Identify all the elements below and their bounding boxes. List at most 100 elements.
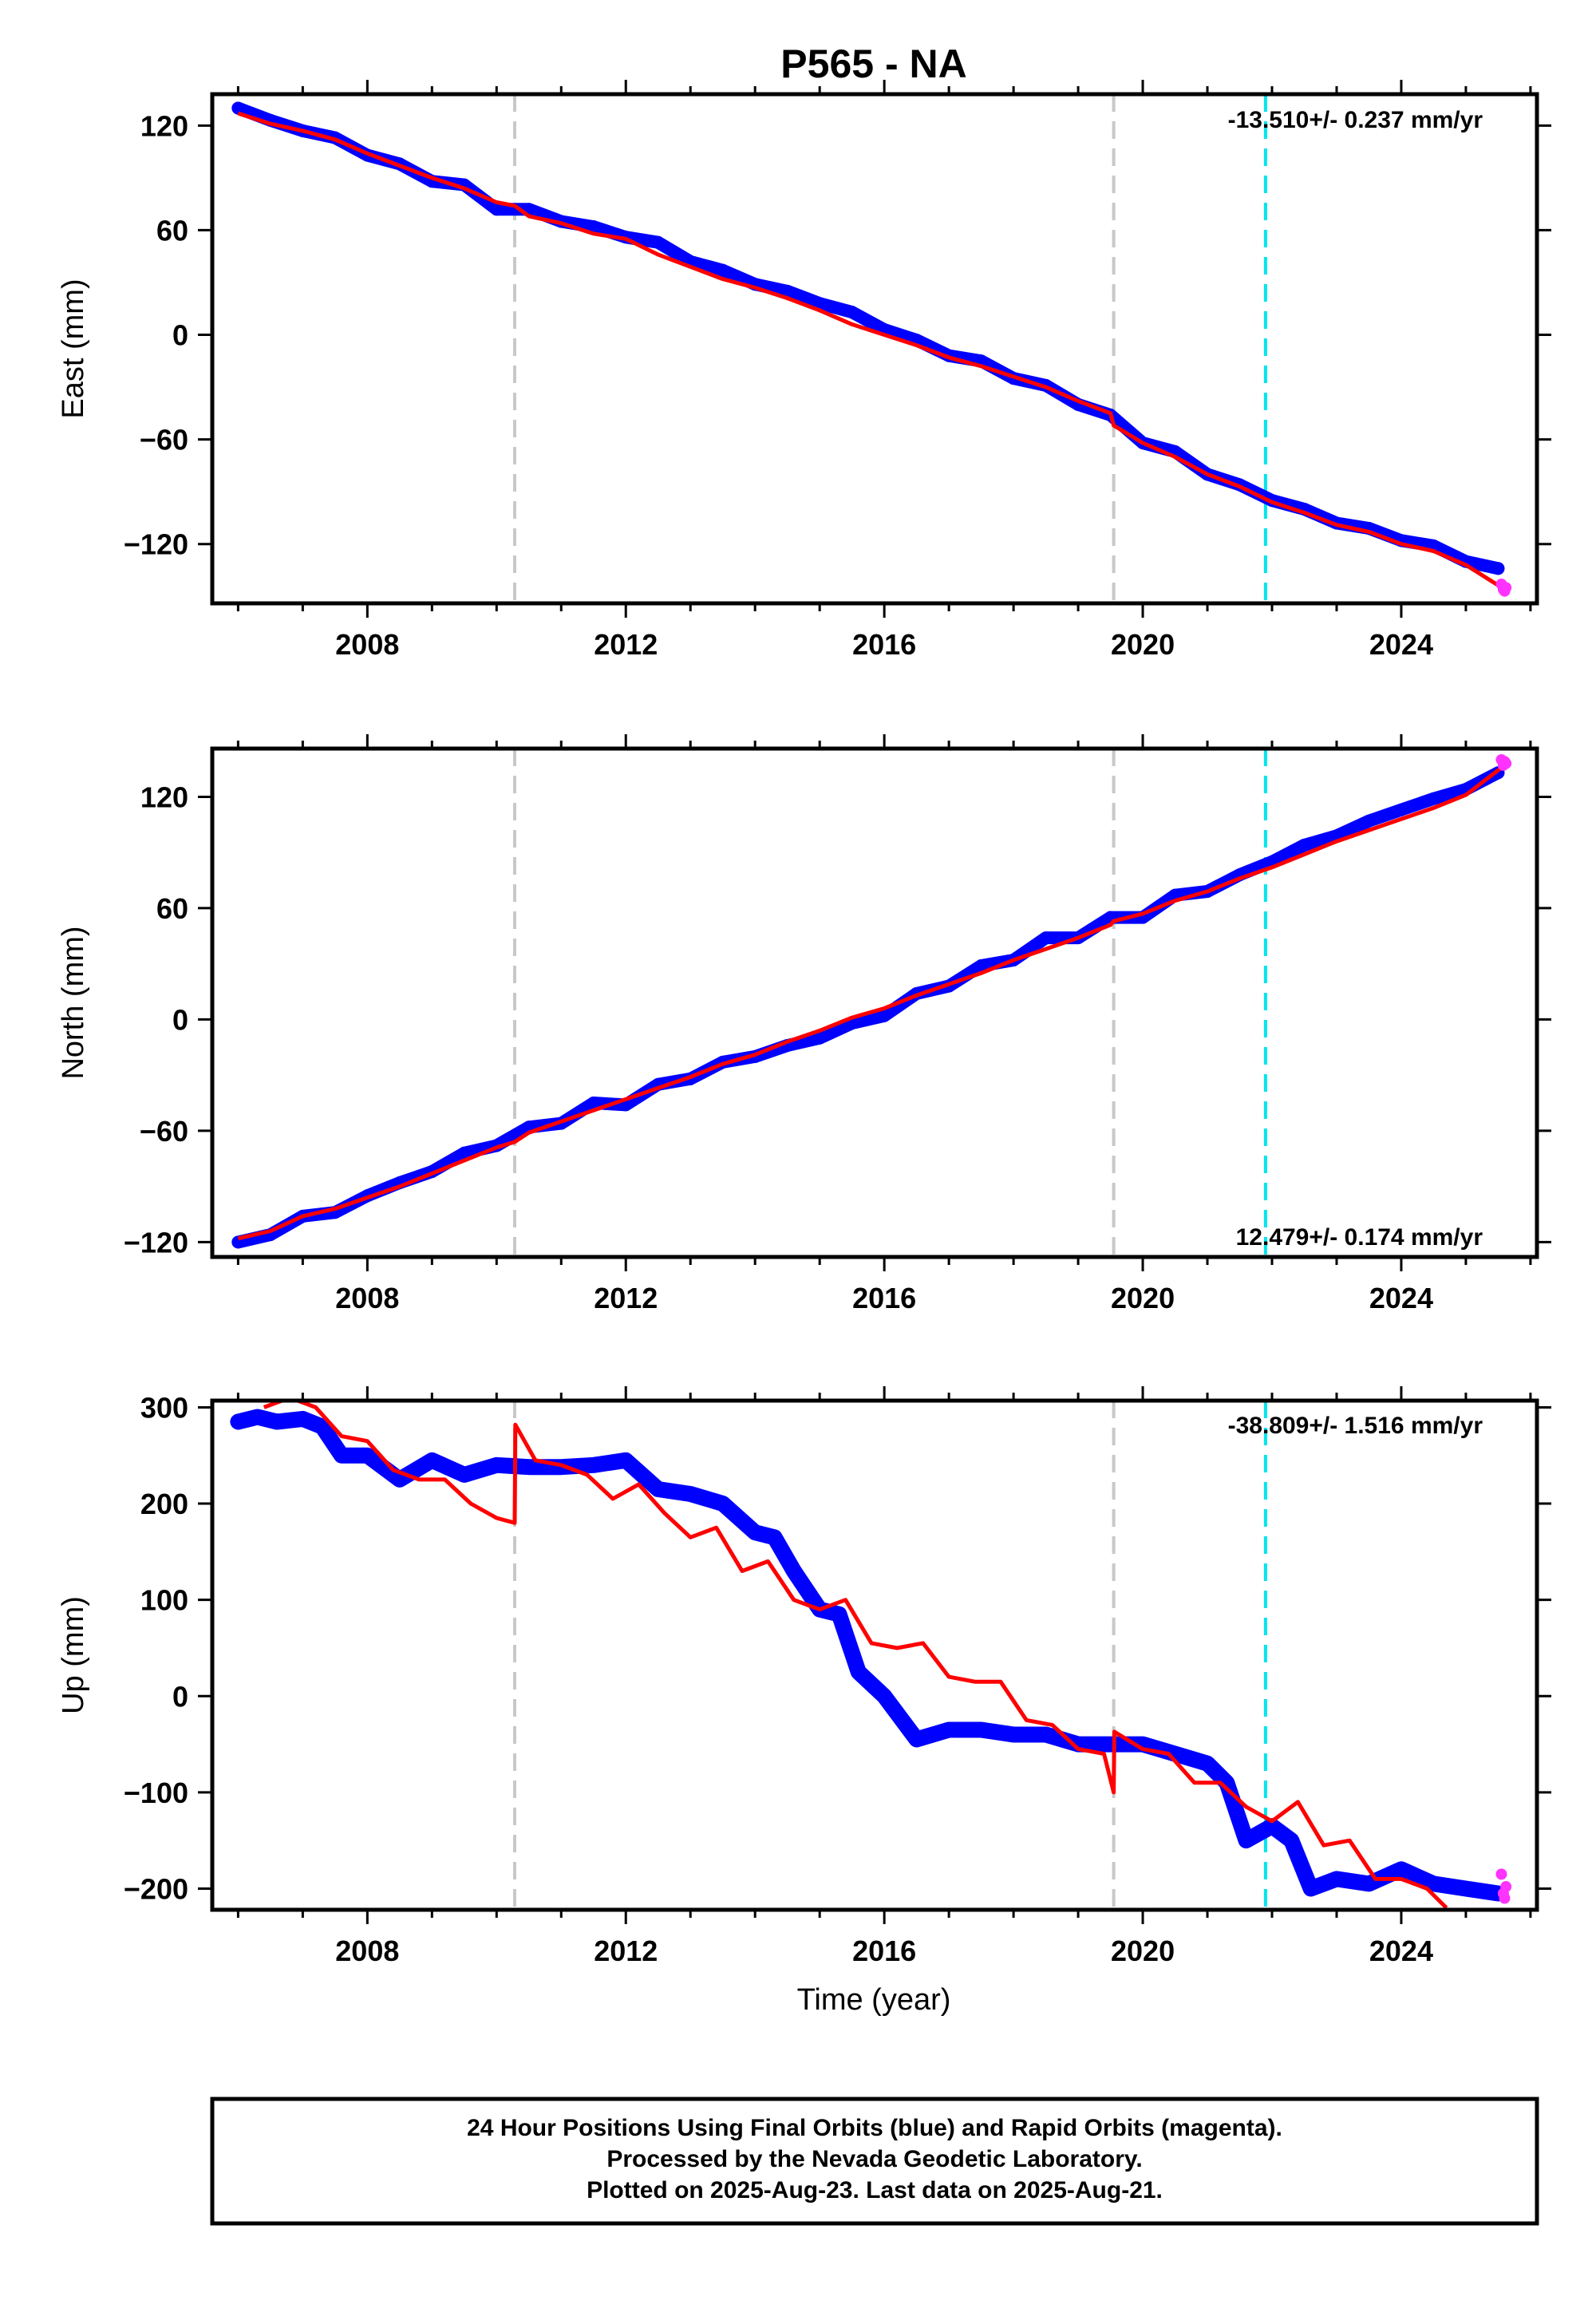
east-final-orbit-point — [587, 220, 600, 234]
up-final-orbit-point — [1459, 1882, 1472, 1895]
up-final-orbit-point — [251, 1410, 264, 1424]
up-final-orbit-point — [768, 1531, 781, 1544]
up-x-tick-label: 2020 — [1111, 1935, 1175, 1967]
north-x-tick-label: 2008 — [335, 1282, 399, 1314]
east-final-orbit-point — [845, 306, 859, 319]
up-final-orbit-point — [296, 1412, 310, 1425]
north-y-tick-label: 60 — [156, 892, 188, 925]
up-panel: 300 200 100 0 −100 −200 2008 2012 2016 2020 2024 Up… — [57, 1386, 1551, 1967]
up-rapid-orbit-point — [1500, 1881, 1512, 1893]
up-rapid-orbit-point — [1499, 1892, 1511, 1904]
up-final-orbit-point — [1039, 1728, 1053, 1741]
up-x-tick-label: 2016 — [852, 1935, 916, 1967]
up-final-orbit-point — [619, 1453, 633, 1467]
north-final-orbit-point — [1394, 803, 1408, 816]
north-x-tick-label: 2024 — [1369, 1282, 1433, 1314]
north-final-orbit-point — [1427, 792, 1440, 805]
up-final-orbit-point — [832, 1607, 846, 1621]
north-y-tick-label: 120 — [140, 781, 188, 813]
north-y-tick-label: −60 — [140, 1115, 188, 1148]
up-final-orbit-point — [231, 1415, 245, 1429]
up-final-orbit-point — [1427, 1877, 1440, 1891]
east-final-orbit-point — [813, 297, 827, 310]
east-x-tick-label: 2020 — [1111, 628, 1175, 661]
up-x-tick-label: 2024 — [1369, 1935, 1433, 1967]
up-final-orbit-point — [651, 1482, 665, 1496]
up-final-orbit-point — [684, 1487, 697, 1500]
east-x-tick-label: 2008 — [335, 628, 399, 661]
up-y-tick-label: 100 — [140, 1584, 188, 1617]
north-final-orbit-point — [974, 959, 988, 973]
east-y-axis-label: East (mm) — [57, 279, 90, 418]
north-final-orbit-point — [1362, 814, 1376, 828]
east-final-orbit-point — [1491, 562, 1505, 575]
up-y-tick-label: 300 — [140, 1391, 188, 1424]
north-x-tick-label: 2020 — [1111, 1282, 1175, 1314]
north-rate-label: 12.479+/- 0.174 mm/yr — [1236, 1224, 1483, 1251]
east-model-fit-line — [237, 111, 1506, 591]
up-final-orbit-point — [851, 1666, 865, 1679]
north-final-orbits-band — [231, 766, 1505, 1249]
up-final-orbit-point — [1394, 1863, 1408, 1876]
east-rate-label: -13.510+/- 0.237 mm/yr — [1228, 107, 1483, 133]
up-y-tick-label: 200 — [140, 1488, 188, 1520]
east-final-orbit-point — [716, 263, 729, 277]
north-x-tick-label: 2016 — [852, 1282, 916, 1314]
north-y-axis-label: North (mm) — [57, 926, 90, 1079]
up-final-orbit-point — [716, 1497, 729, 1511]
east-y-tick-label: −120 — [124, 528, 188, 561]
footer-line-3: Plotted on 2025-Aug-23. Last data on 202… — [587, 2177, 1163, 2203]
up-final-orbit-point — [393, 1472, 406, 1486]
up-x-tick-label: 2008 — [335, 1935, 399, 1967]
up-final-orbit-point — [1304, 1882, 1317, 1895]
east-y-tick-label: 120 — [140, 109, 188, 142]
x-axis-label: Time (year) — [797, 1983, 951, 2017]
up-rapid-orbit-point — [1495, 1868, 1507, 1880]
east-frame — [210, 92, 1539, 606]
up-final-orbit-point — [270, 1415, 283, 1429]
up-final-orbit-point — [425, 1453, 439, 1467]
up-final-orbit-point — [1007, 1728, 1021, 1741]
up-final-orbit-point — [1201, 1757, 1215, 1770]
up-y-tick-label: 0 — [172, 1680, 188, 1713]
east-plot-area — [231, 94, 1512, 603]
north-y-tick-label: −120 — [124, 1226, 188, 1259]
up-final-orbit-point — [1329, 1872, 1343, 1886]
up-rate-label: -38.809+/- 1.516 mm/yr — [1228, 1413, 1483, 1439]
up-final-orbit-point — [522, 1460, 535, 1474]
north-rapid-orbit-point — [1500, 757, 1512, 769]
east-x-tick-label: 2024 — [1369, 628, 1433, 661]
figure-title: P565 - NA — [780, 41, 966, 86]
up-y-axis-label: Up (mm) — [57, 1596, 90, 1714]
north-final-orbit-point — [1298, 838, 1311, 852]
up-y-tick-label: −200 — [124, 1872, 188, 1905]
up-final-orbit-point — [1362, 1877, 1376, 1891]
up-final-orbit-point — [878, 1690, 891, 1703]
north-y-tick-label: 0 — [172, 1003, 188, 1036]
east-y-tick-label: −60 — [140, 424, 188, 456]
north-final-orbit-point — [813, 1031, 827, 1045]
north-plot-area — [231, 749, 1512, 1257]
east-final-orbit-point — [651, 235, 665, 249]
up-x-tick-label: 2012 — [594, 1935, 658, 1967]
east-x-tick-label: 2012 — [594, 628, 658, 661]
up-final-orbit-point — [974, 1723, 988, 1737]
east-final-orbit-point — [231, 101, 245, 115]
north-final-orbit-point — [587, 1097, 600, 1110]
up-model-fit-line — [263, 1401, 1448, 1910]
north-panel: 120 60 0 −60 −120 2008 2012 2016 2020 2024 North (… — [57, 734, 1551, 1314]
north-final-orbit-point — [457, 1146, 471, 1160]
north-frame — [210, 746, 1539, 1259]
north-final-orbit-point — [1039, 931, 1053, 945]
footer-box: 24 Hour Positions Using Final Orbits (bl… — [210, 2097, 1539, 2226]
up-final-orbits-band — [230, 1409, 1507, 1902]
up-final-orbit-point — [457, 1468, 471, 1481]
up-final-orbit-point — [910, 1733, 923, 1746]
east-y-tick-label: 0 — [172, 319, 188, 352]
footer-line-2: Processed by the Nevada Geodetic Laborat… — [606, 2146, 1142, 2172]
east-y-tick-label: 60 — [156, 214, 188, 247]
up-final-orbit-point — [315, 1420, 329, 1433]
east-x-tick-label: 2016 — [852, 628, 916, 661]
east-panel: 120 60 0 −60 −120 2008 2012 2016 2020 2024 East (m… — [57, 80, 1551, 661]
